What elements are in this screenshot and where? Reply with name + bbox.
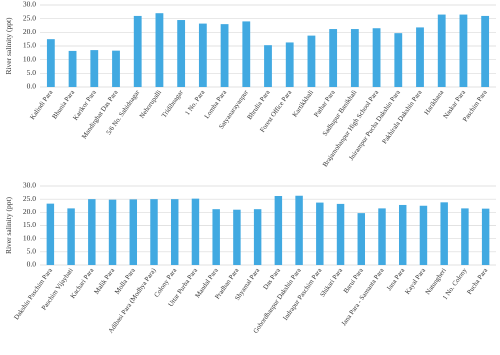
x-tick-label: Jana Para	[386, 267, 407, 292]
bar	[198, 23, 207, 87]
bar	[108, 199, 117, 265]
y-tick-label: 30.0	[23, 181, 36, 190]
bar	[242, 21, 251, 87]
x-tick-label: Indrapur Paschim Para	[282, 267, 323, 322]
x-tick-label: Dakshin Paschim Para	[13, 267, 54, 321]
x-tick-label: Harikhana	[423, 89, 445, 116]
x-tick-label: Kartikkhali	[292, 89, 316, 118]
bar	[461, 208, 469, 265]
bar	[295, 195, 303, 265]
y-tick-label: 20.0	[23, 27, 36, 36]
bar	[68, 50, 77, 87]
y-tick-label: 25.0	[23, 13, 36, 22]
x-tick-label: Jana Para - Samanta Para	[340, 267, 385, 327]
bar	[150, 199, 158, 265]
bar	[459, 14, 468, 88]
y-axis-label: River salinity (ppt)	[4, 196, 13, 254]
x-tick-label: 1 No. Para	[184, 89, 206, 117]
y-tick-label: 20.0	[23, 207, 36, 216]
bar	[46, 39, 55, 87]
bar	[46, 203, 55, 265]
bar	[129, 199, 138, 265]
bar	[350, 29, 359, 87]
y-tick-label: 30.0	[23, 0, 36, 9]
y-tick-label: 15.0	[23, 41, 36, 50]
bar	[90, 50, 99, 87]
bar	[155, 13, 164, 88]
bar	[372, 28, 381, 87]
x-tick-label: Pakhirala Dakshin Para	[381, 89, 423, 145]
bar	[233, 209, 241, 265]
x-tick-label: Kayal Para	[404, 267, 427, 296]
bar	[416, 27, 424, 87]
bar	[220, 24, 229, 88]
bar	[329, 29, 338, 87]
x-tick-label: Pathar Para	[313, 89, 337, 119]
bar	[394, 33, 403, 87]
y-axis-label: River salinity (ppt)	[4, 17, 13, 75]
bar	[274, 196, 283, 265]
y-tick-label: 15.0	[23, 220, 36, 229]
bar	[307, 35, 316, 87]
x-tick-label: Shikari Para	[319, 267, 344, 298]
bar	[440, 202, 448, 265]
bar	[88, 199, 96, 265]
bar	[67, 208, 75, 265]
x-tick-label: Pucha Para	[466, 267, 489, 296]
bar	[357, 213, 366, 265]
x-tick-label: Das Para	[262, 267, 282, 291]
x-tick-label: Barui Para	[343, 267, 365, 295]
bar	[285, 42, 294, 87]
bar	[170, 199, 179, 265]
bar	[419, 205, 428, 265]
x-tick-label: Tridibnagar	[161, 89, 185, 120]
bar	[336, 203, 345, 265]
y-tick-label: 5.0	[27, 68, 37, 77]
bar	[316, 202, 324, 265]
y-tick-label: 5.0	[27, 247, 37, 256]
bar	[398, 204, 407, 265]
bar	[177, 20, 186, 87]
x-tick-label: Malik Para	[93, 267, 116, 296]
bar	[133, 15, 142, 87]
y-tick-label: 25.0	[23, 194, 36, 203]
y-tick-label: 10.0	[23, 54, 36, 63]
bar	[378, 208, 386, 265]
bar	[212, 209, 220, 265]
bar	[112, 50, 120, 87]
y-tick-label: 10.0	[23, 233, 36, 242]
bar	[253, 209, 262, 265]
bar	[481, 208, 490, 265]
bar	[264, 45, 272, 87]
bar	[481, 15, 490, 87]
bar	[437, 14, 446, 88]
y-tick-label: 0.0	[27, 82, 37, 91]
x-tick-label: Nehorupalli	[139, 89, 163, 120]
x-tick-label: Molla Para	[114, 267, 137, 296]
bar	[191, 198, 200, 265]
y-tick-label: 0.0	[27, 260, 37, 269]
